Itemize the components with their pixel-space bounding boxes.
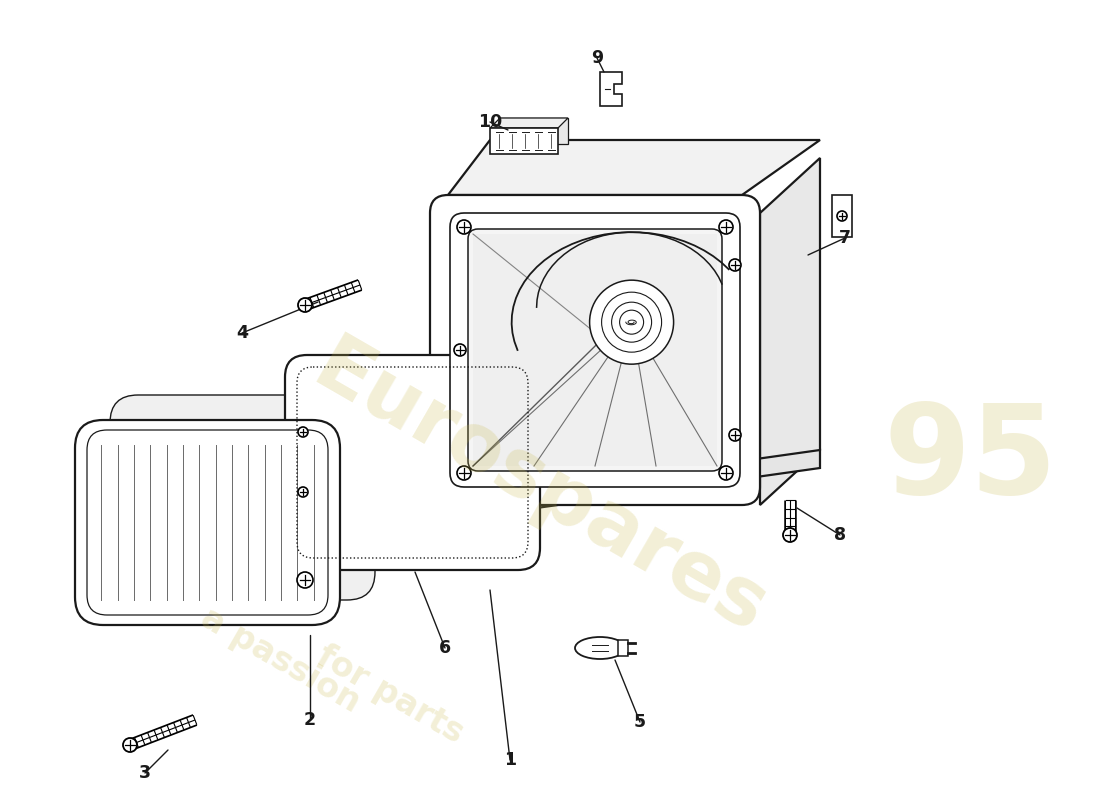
Text: 95: 95 — [883, 399, 1057, 521]
Circle shape — [297, 572, 313, 588]
Text: 1: 1 — [504, 751, 516, 769]
Polygon shape — [600, 72, 621, 106]
Polygon shape — [500, 118, 568, 144]
Circle shape — [719, 466, 733, 480]
Text: Eurospares: Eurospares — [299, 329, 780, 651]
FancyBboxPatch shape — [468, 229, 722, 471]
Text: 3: 3 — [139, 764, 151, 782]
Circle shape — [298, 487, 308, 497]
FancyBboxPatch shape — [75, 420, 340, 625]
Text: a passion: a passion — [195, 601, 365, 719]
Text: 9: 9 — [591, 49, 603, 67]
FancyBboxPatch shape — [110, 395, 375, 600]
Text: 6: 6 — [439, 639, 451, 657]
Text: 2: 2 — [304, 711, 316, 729]
Circle shape — [837, 211, 847, 221]
Polygon shape — [430, 450, 820, 523]
Polygon shape — [490, 128, 558, 154]
Ellipse shape — [575, 637, 625, 659]
Polygon shape — [760, 158, 820, 505]
FancyBboxPatch shape — [285, 355, 540, 570]
Circle shape — [783, 528, 798, 542]
Circle shape — [454, 344, 466, 356]
Circle shape — [123, 738, 138, 752]
Text: 8: 8 — [834, 526, 846, 544]
Circle shape — [729, 429, 741, 441]
Circle shape — [590, 280, 673, 364]
Circle shape — [298, 427, 308, 437]
Text: 4: 4 — [236, 324, 248, 342]
Polygon shape — [448, 140, 820, 195]
Circle shape — [719, 220, 733, 234]
Text: 10: 10 — [477, 113, 502, 131]
FancyBboxPatch shape — [450, 213, 740, 487]
Circle shape — [729, 259, 741, 271]
Text: 5: 5 — [634, 713, 646, 731]
Circle shape — [298, 298, 312, 312]
Polygon shape — [832, 195, 852, 237]
Polygon shape — [473, 234, 717, 466]
Circle shape — [456, 220, 471, 234]
Polygon shape — [490, 118, 568, 128]
Text: for parts: for parts — [310, 640, 470, 750]
Text: 7: 7 — [839, 229, 851, 247]
Polygon shape — [618, 640, 628, 656]
FancyBboxPatch shape — [430, 195, 760, 505]
Circle shape — [456, 466, 471, 480]
